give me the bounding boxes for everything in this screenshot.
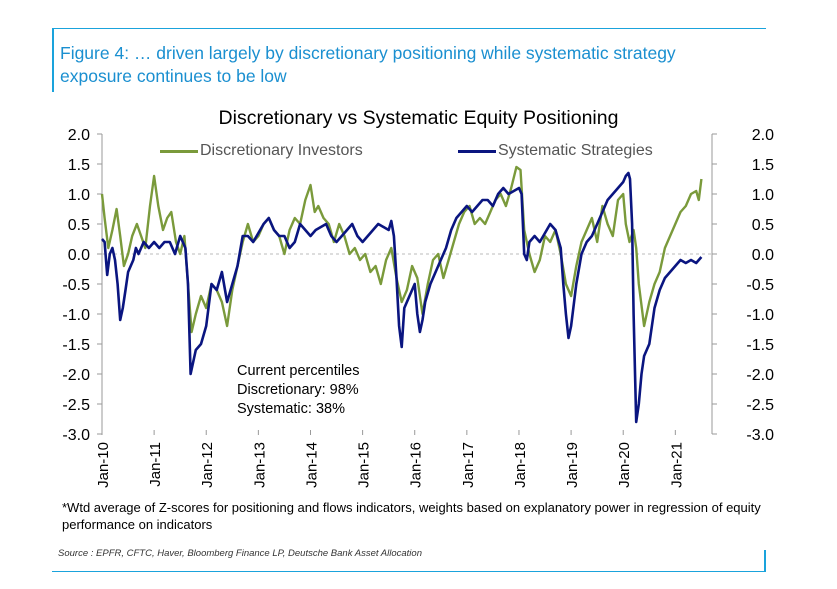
y-tick-label-left: -0.5 bbox=[62, 277, 90, 294]
x-tick-label: Jan-16 bbox=[408, 442, 425, 488]
y-tick-label-left: 1.5 bbox=[68, 157, 90, 174]
chart-title: Discretionary vs Systematic Equity Posit… bbox=[218, 107, 619, 129]
footnote: *Wtd average of Z-scores for positioning… bbox=[62, 500, 761, 532]
legend-discretionary-swatch bbox=[160, 149, 198, 153]
x-tick-label: Jan-17 bbox=[460, 442, 477, 488]
figure-title: Figure 4: … driven largely by discretion… bbox=[60, 43, 676, 86]
discretionary-line bbox=[100, 165, 703, 334]
y-tick-label-right: 0.5 bbox=[752, 217, 774, 234]
annotation-line-1: Current percentiles bbox=[237, 363, 360, 379]
series-group bbox=[100, 165, 703, 424]
x-tick-label: Jan-13 bbox=[251, 442, 268, 488]
frame-bottom-border bbox=[52, 571, 766, 572]
legend-systematic-label: Systematic Strategies bbox=[498, 142, 653, 159]
y-tick-label-right: -1.5 bbox=[746, 337, 774, 354]
x-tick-label: Jan-11 bbox=[147, 442, 164, 487]
y-tick-label-left: -3.0 bbox=[62, 427, 90, 444]
annotation-line-3: Systematic: 38% bbox=[237, 401, 345, 417]
x-tick-label: Jan-14 bbox=[303, 442, 320, 488]
y-tick-label-right: 1.5 bbox=[752, 157, 774, 174]
axes-group: 2.0 2.0 1.5 1.5 1.0 1.0 0.5 0.5 0.0 0.0 -0.5 -0.5 -1… bbox=[62, 127, 774, 488]
y-tick-label-left: 2.0 bbox=[68, 127, 90, 144]
y-tick-label-right: 1.0 bbox=[752, 187, 774, 204]
legend-systematic-swatch bbox=[458, 149, 496, 153]
x-tick-label: Jan-10 bbox=[95, 442, 112, 488]
x-tick-label: Jan-20 bbox=[616, 442, 633, 488]
y-tick-label-left: 1.0 bbox=[68, 187, 90, 204]
y-tick-label-right: 0.0 bbox=[752, 247, 774, 264]
y-tick-label-left: 0.5 bbox=[68, 217, 90, 234]
frame-left-border bbox=[52, 28, 54, 92]
x-tick-label: Jan-15 bbox=[356, 442, 373, 488]
legend-systematic: Systematic Strategies bbox=[458, 142, 653, 160]
x-tick-label: Jan-19 bbox=[564, 442, 581, 488]
y-tick-label-left: -1.0 bbox=[62, 307, 90, 324]
frame-right-border bbox=[764, 550, 766, 572]
y-tick-label-left: 0.0 bbox=[68, 247, 90, 264]
frame-top-border bbox=[52, 28, 766, 29]
y-tick-label-right: -2.5 bbox=[746, 397, 774, 414]
y-tick-label-right: -2.0 bbox=[746, 367, 774, 384]
x-tick-label: Jan-12 bbox=[199, 442, 216, 488]
legend-discretionary: Discretionary Investors bbox=[160, 142, 363, 160]
x-tick-label: Jan-21 bbox=[668, 442, 685, 488]
y-tick-label-right: -3.0 bbox=[746, 427, 774, 444]
percentile-annotation: Current percentiles Discretionary: 98% S… bbox=[237, 362, 360, 419]
systematic-line bbox=[101, 171, 703, 424]
x-tick-label: Jan-18 bbox=[512, 442, 529, 488]
y-tick-label-right: 2.0 bbox=[752, 127, 774, 144]
y-tick-label-right: -0.5 bbox=[746, 277, 774, 294]
source-note: Source : EPFR, CFTC, Haver, Bloomberg Fi… bbox=[58, 548, 422, 559]
y-tick-label-left: -2.0 bbox=[62, 367, 90, 384]
y-tick-label-left: -2.5 bbox=[62, 397, 90, 414]
annotation-line-2: Discretionary: 98% bbox=[237, 382, 359, 398]
legend-discretionary-label: Discretionary Investors bbox=[200, 142, 363, 159]
y-tick-label-right: -1.0 bbox=[746, 307, 774, 324]
y-tick-label-left: -1.5 bbox=[62, 337, 90, 354]
